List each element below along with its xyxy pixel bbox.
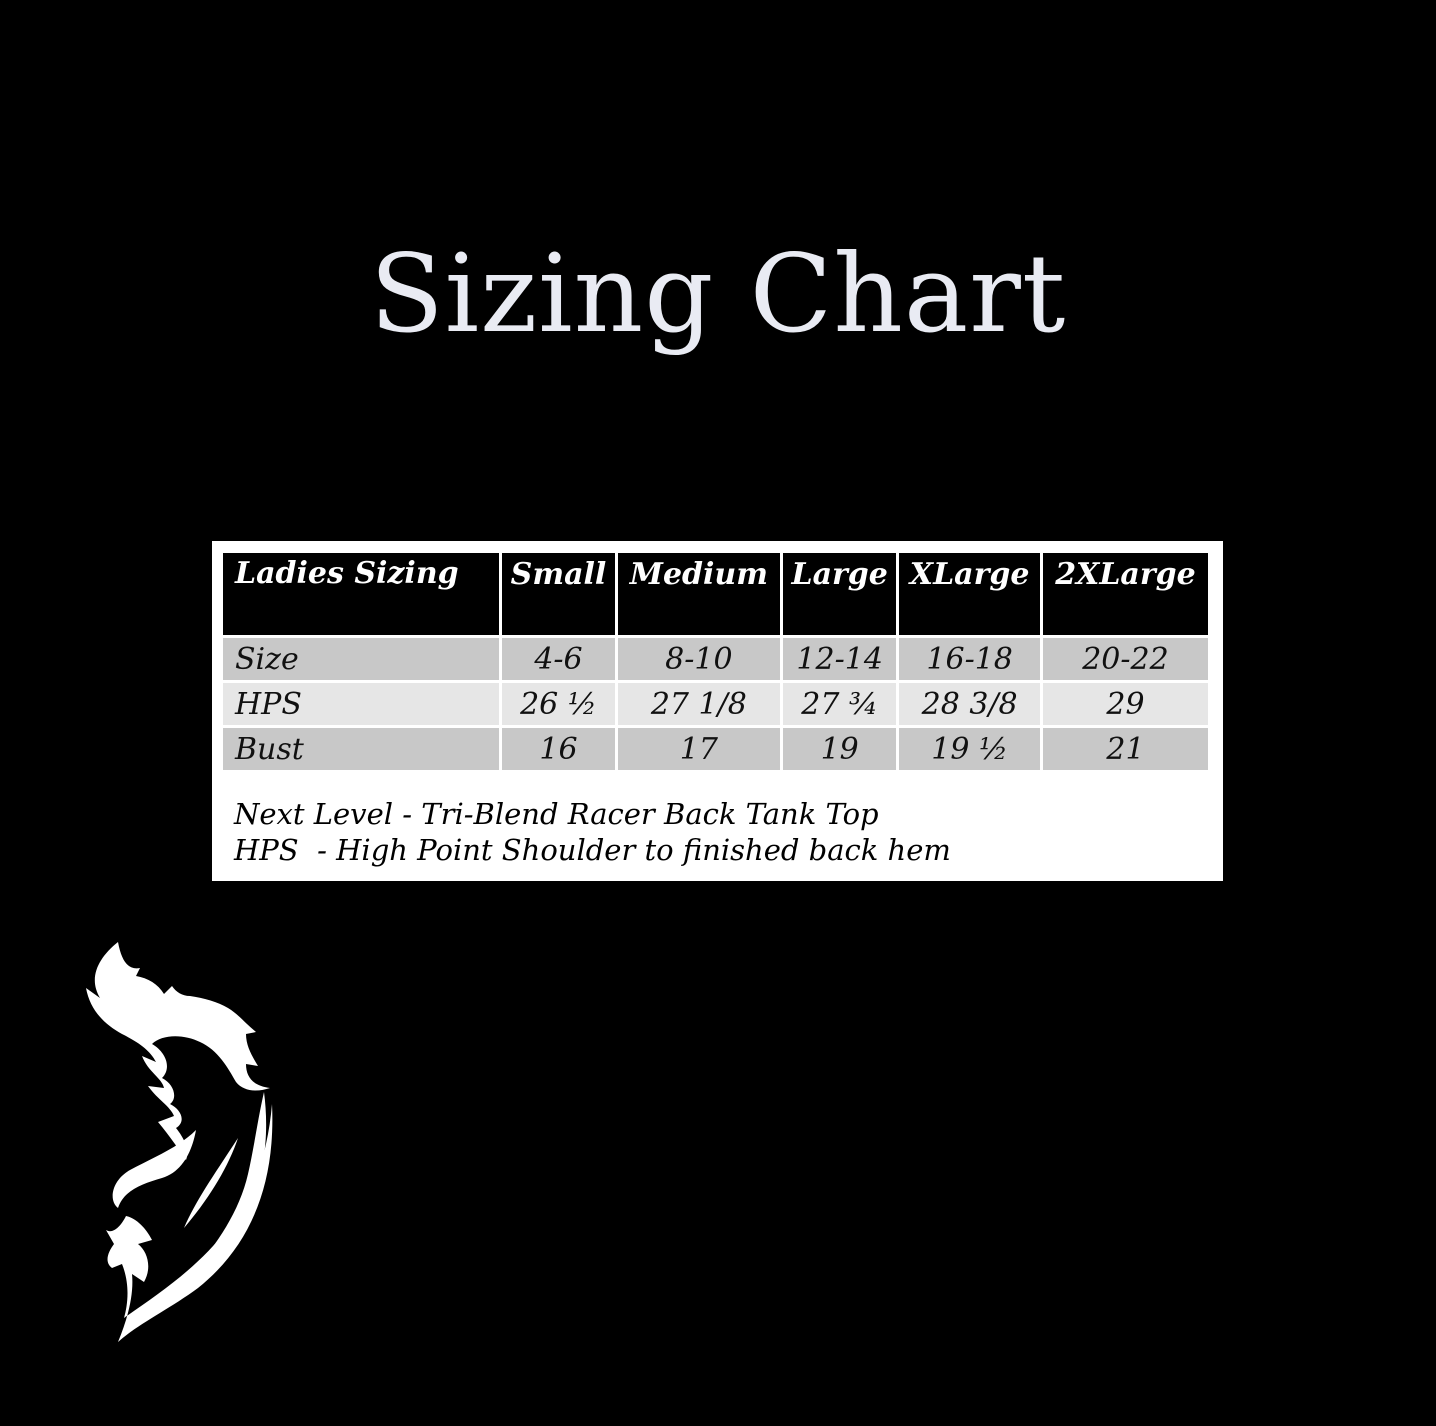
row-label: Size (219, 635, 503, 683)
table-row: Bust 16 17 19 19 ½ 21 (219, 725, 1212, 773)
header-cell: XLarge (896, 550, 1043, 638)
table-header-row: Ladies Sizing Small Medium Large XLarge … (219, 550, 1212, 638)
table-cell: 29 (1039, 680, 1212, 728)
table-cell: 21 (1039, 725, 1212, 773)
table-cell: 16 (499, 725, 618, 773)
table-cell: 19 ½ (896, 725, 1043, 773)
header-cell: Small (499, 550, 618, 638)
table-cell: 16-18 (896, 635, 1043, 683)
table-cell: 26 ½ (499, 680, 618, 728)
note-product: Next Level - Tri-Blend Racer Back Tank T… (234, 797, 879, 831)
table-cell: 28 3/8 (896, 680, 1043, 728)
table-cell: 8-10 (614, 635, 784, 683)
table-cell: 4-6 (499, 635, 618, 683)
table-cell: 27 ¾ (779, 680, 900, 728)
sizing-table-card: Ladies Sizing Small Medium Large XLarge … (212, 541, 1223, 881)
table-row: Size 4-6 8-10 12-14 16-18 20-22 (219, 635, 1212, 683)
flame-horse-head-logo-icon (86, 942, 273, 1342)
header-cell: 2XLarge (1039, 550, 1212, 638)
table-cell: 27 1/8 (614, 680, 784, 728)
row-label: HPS (219, 680, 503, 728)
sizing-table: Ladies Sizing Small Medium Large XLarge … (219, 550, 1212, 773)
header-cell: Medium (614, 550, 784, 638)
table-cell: 19 (779, 725, 900, 773)
table-row: HPS 26 ½ 27 1/8 27 ¾ 28 3/8 29 (219, 680, 1212, 728)
table-cell: 17 (614, 725, 784, 773)
table-cell: 12-14 (779, 635, 900, 683)
table-notes: Next Level - Tri-Blend Racer Back Tank T… (234, 796, 951, 868)
table-cell: 20-22 (1039, 635, 1212, 683)
header-cell: Large (779, 550, 900, 638)
note-hps-definition: HPS - High Point Shoulder to finished ba… (234, 833, 951, 867)
row-label: Bust (219, 725, 503, 773)
page-title: Sizing Chart (369, 232, 1067, 357)
header-cell: Ladies Sizing (219, 550, 503, 638)
